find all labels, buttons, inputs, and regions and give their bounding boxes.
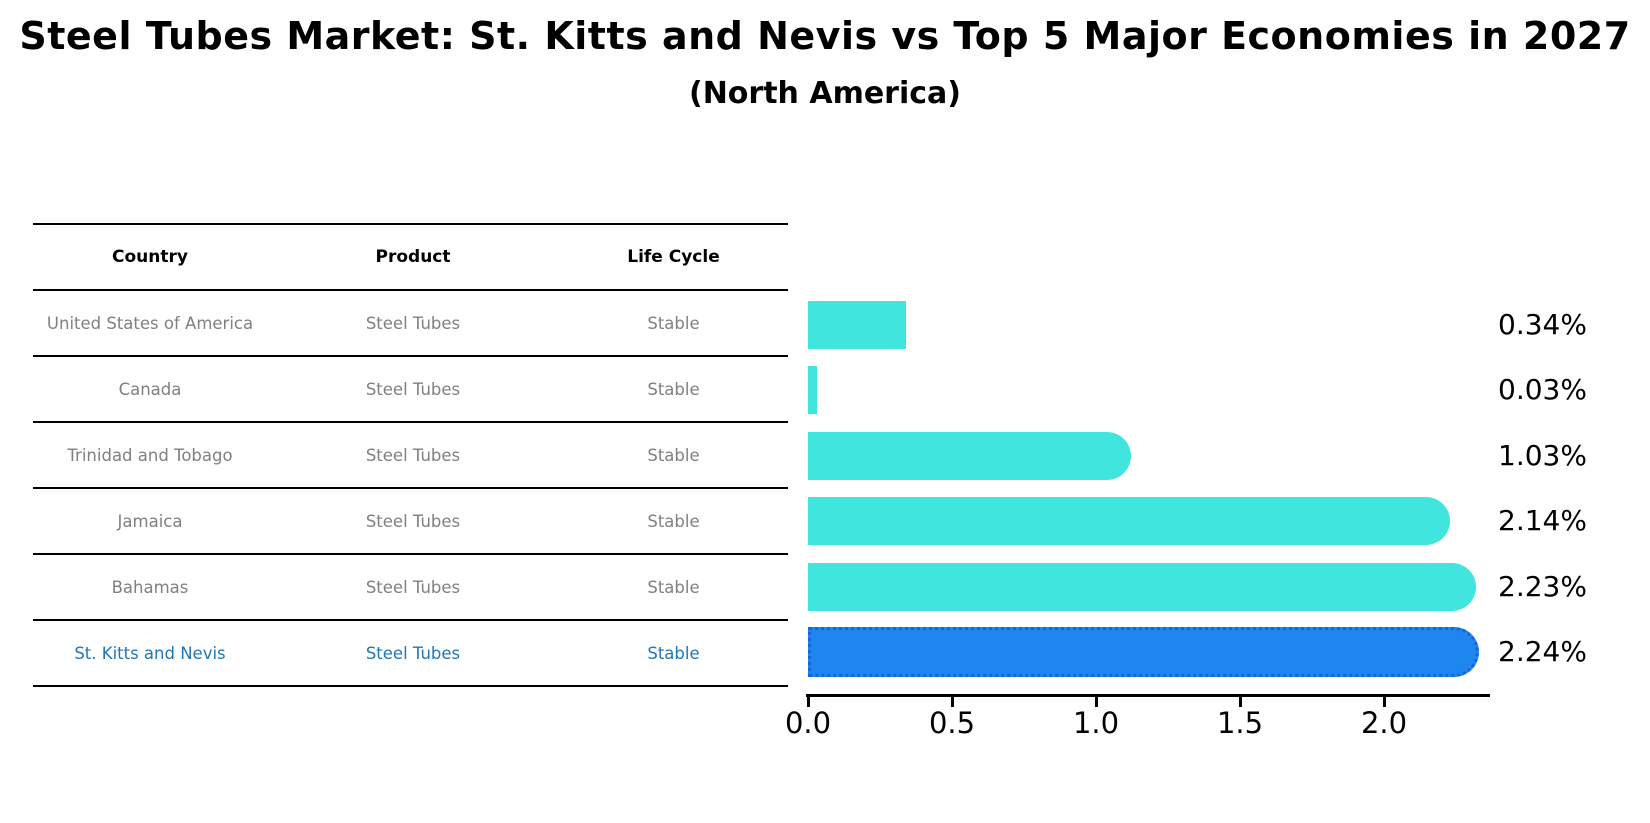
table-row: United States of America Steel Tubes Sta… <box>33 291 788 357</box>
bar-value-label: 2.24% <box>1498 635 1587 668</box>
cell-country: Jamaica <box>117 511 183 531</box>
cell-life-cycle: Stable <box>647 577 700 597</box>
x-axis-tick <box>1095 697 1098 707</box>
bar-st-kitts-highlight <box>808 627 1479 677</box>
x-axis-tick <box>1239 697 1242 707</box>
bar-value-label: 1.03% <box>1498 439 1587 472</box>
column-header-life-cycle: Life Cycle <box>627 247 720 267</box>
cell-life-cycle: Stable <box>647 643 700 663</box>
bar-value-label: 0.34% <box>1498 308 1587 341</box>
cell-product: Steel Tubes <box>365 313 461 333</box>
cell-life-cycle: Stable <box>647 445 700 465</box>
cell-life-cycle: Stable <box>647 511 700 531</box>
cell-product: Steel Tubes <box>365 643 461 663</box>
table-row-highlighted: St. Kitts and Nevis Steel Tubes Stable <box>33 621 788 687</box>
bar-canada <box>808 366 817 414</box>
cell-country: Bahamas <box>111 577 189 597</box>
cell-life-cycle: Stable <box>647 313 700 333</box>
table-header-row: Country Product Life Cycle <box>33 225 788 291</box>
cell-product: Steel Tubes <box>365 577 461 597</box>
bar-trinidad-tobago <box>808 432 1131 480</box>
cell-product: Steel Tubes <box>365 379 461 399</box>
country-table: Country Product Life Cycle United States… <box>33 223 788 687</box>
x-axis-tick-label: 0.5 <box>928 706 976 740</box>
bar-value-label: 2.23% <box>1498 570 1587 603</box>
page-title: Steel Tubes Market: St. Kitts and Nevis … <box>19 14 1631 58</box>
table-row: Trinidad and Tobago Steel Tubes Stable <box>33 423 788 489</box>
column-header-product: Product <box>375 247 451 267</box>
table-row: Jamaica Steel Tubes Stable <box>33 489 788 555</box>
x-axis-tick <box>951 697 954 707</box>
bar-jamaica <box>808 497 1450 545</box>
x-axis-line <box>806 694 1490 697</box>
cell-country: Trinidad and Tobago <box>67 445 233 465</box>
bar-value-label: 2.14% <box>1498 504 1587 537</box>
x-axis-tick-label: 1.5 <box>1216 706 1264 740</box>
table-row: Canada Steel Tubes Stable <box>33 357 788 423</box>
x-axis-tick-label: 1.0 <box>1072 706 1120 740</box>
x-axis-tick-label: 0.0 <box>784 706 832 740</box>
cell-country: Canada <box>118 379 182 399</box>
cell-country: United States of America <box>46 313 254 333</box>
cell-product: Steel Tubes <box>365 511 461 531</box>
x-axis-tick <box>807 697 810 707</box>
page-subtitle: (North America) <box>688 76 961 111</box>
cell-life-cycle: Stable <box>647 379 700 399</box>
cell-country: St. Kitts and Nevis <box>74 643 226 663</box>
x-axis-tick-label: 2.0 <box>1360 706 1408 740</box>
cell-product: Steel Tubes <box>365 445 461 465</box>
table-row: Bahamas Steel Tubes Stable <box>33 555 788 621</box>
bar-value-label: 0.03% <box>1498 373 1587 406</box>
x-axis-tick <box>1383 697 1386 707</box>
column-header-country: Country <box>112 247 188 267</box>
bar-bahamas <box>808 563 1476 611</box>
bar-united-states <box>808 301 906 349</box>
